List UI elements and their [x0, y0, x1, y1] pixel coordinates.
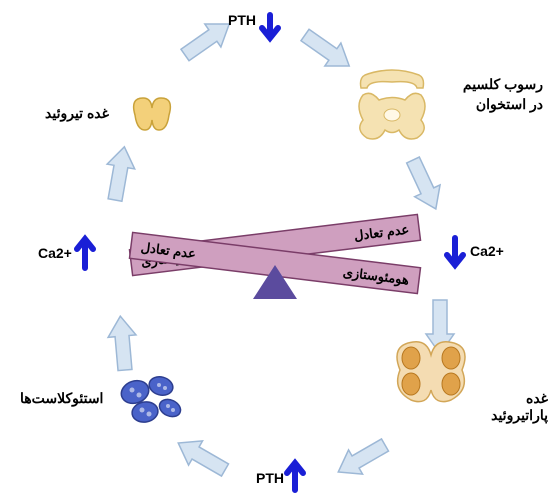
- ca-right-arrow-down: [447, 238, 463, 265]
- pth-bottom-arrow-up: [287, 463, 303, 490]
- pth-top-arrow-down: [262, 15, 278, 38]
- pth-bottom-label: PTH: [256, 470, 284, 486]
- ca-left-arrow-up: [77, 239, 93, 268]
- ca-right-label: Ca2+: [470, 243, 504, 259]
- diagram-stage: عدم تعادل هومئوستازی هومئوستازی عدم تعاد…: [0, 0, 551, 500]
- thyroid-label: غده تیروئید: [45, 105, 109, 122]
- osteoclasts-label: استئوکلاست‌ها: [20, 390, 103, 407]
- ca-left-label: Ca2+: [38, 245, 72, 261]
- parathyroid-label: غده پاراتیروئید: [468, 390, 548, 424]
- bone-deposit-label: رسوب کلسیم در استخوان: [453, 75, 543, 114]
- pth-top-label: PTH: [228, 12, 256, 28]
